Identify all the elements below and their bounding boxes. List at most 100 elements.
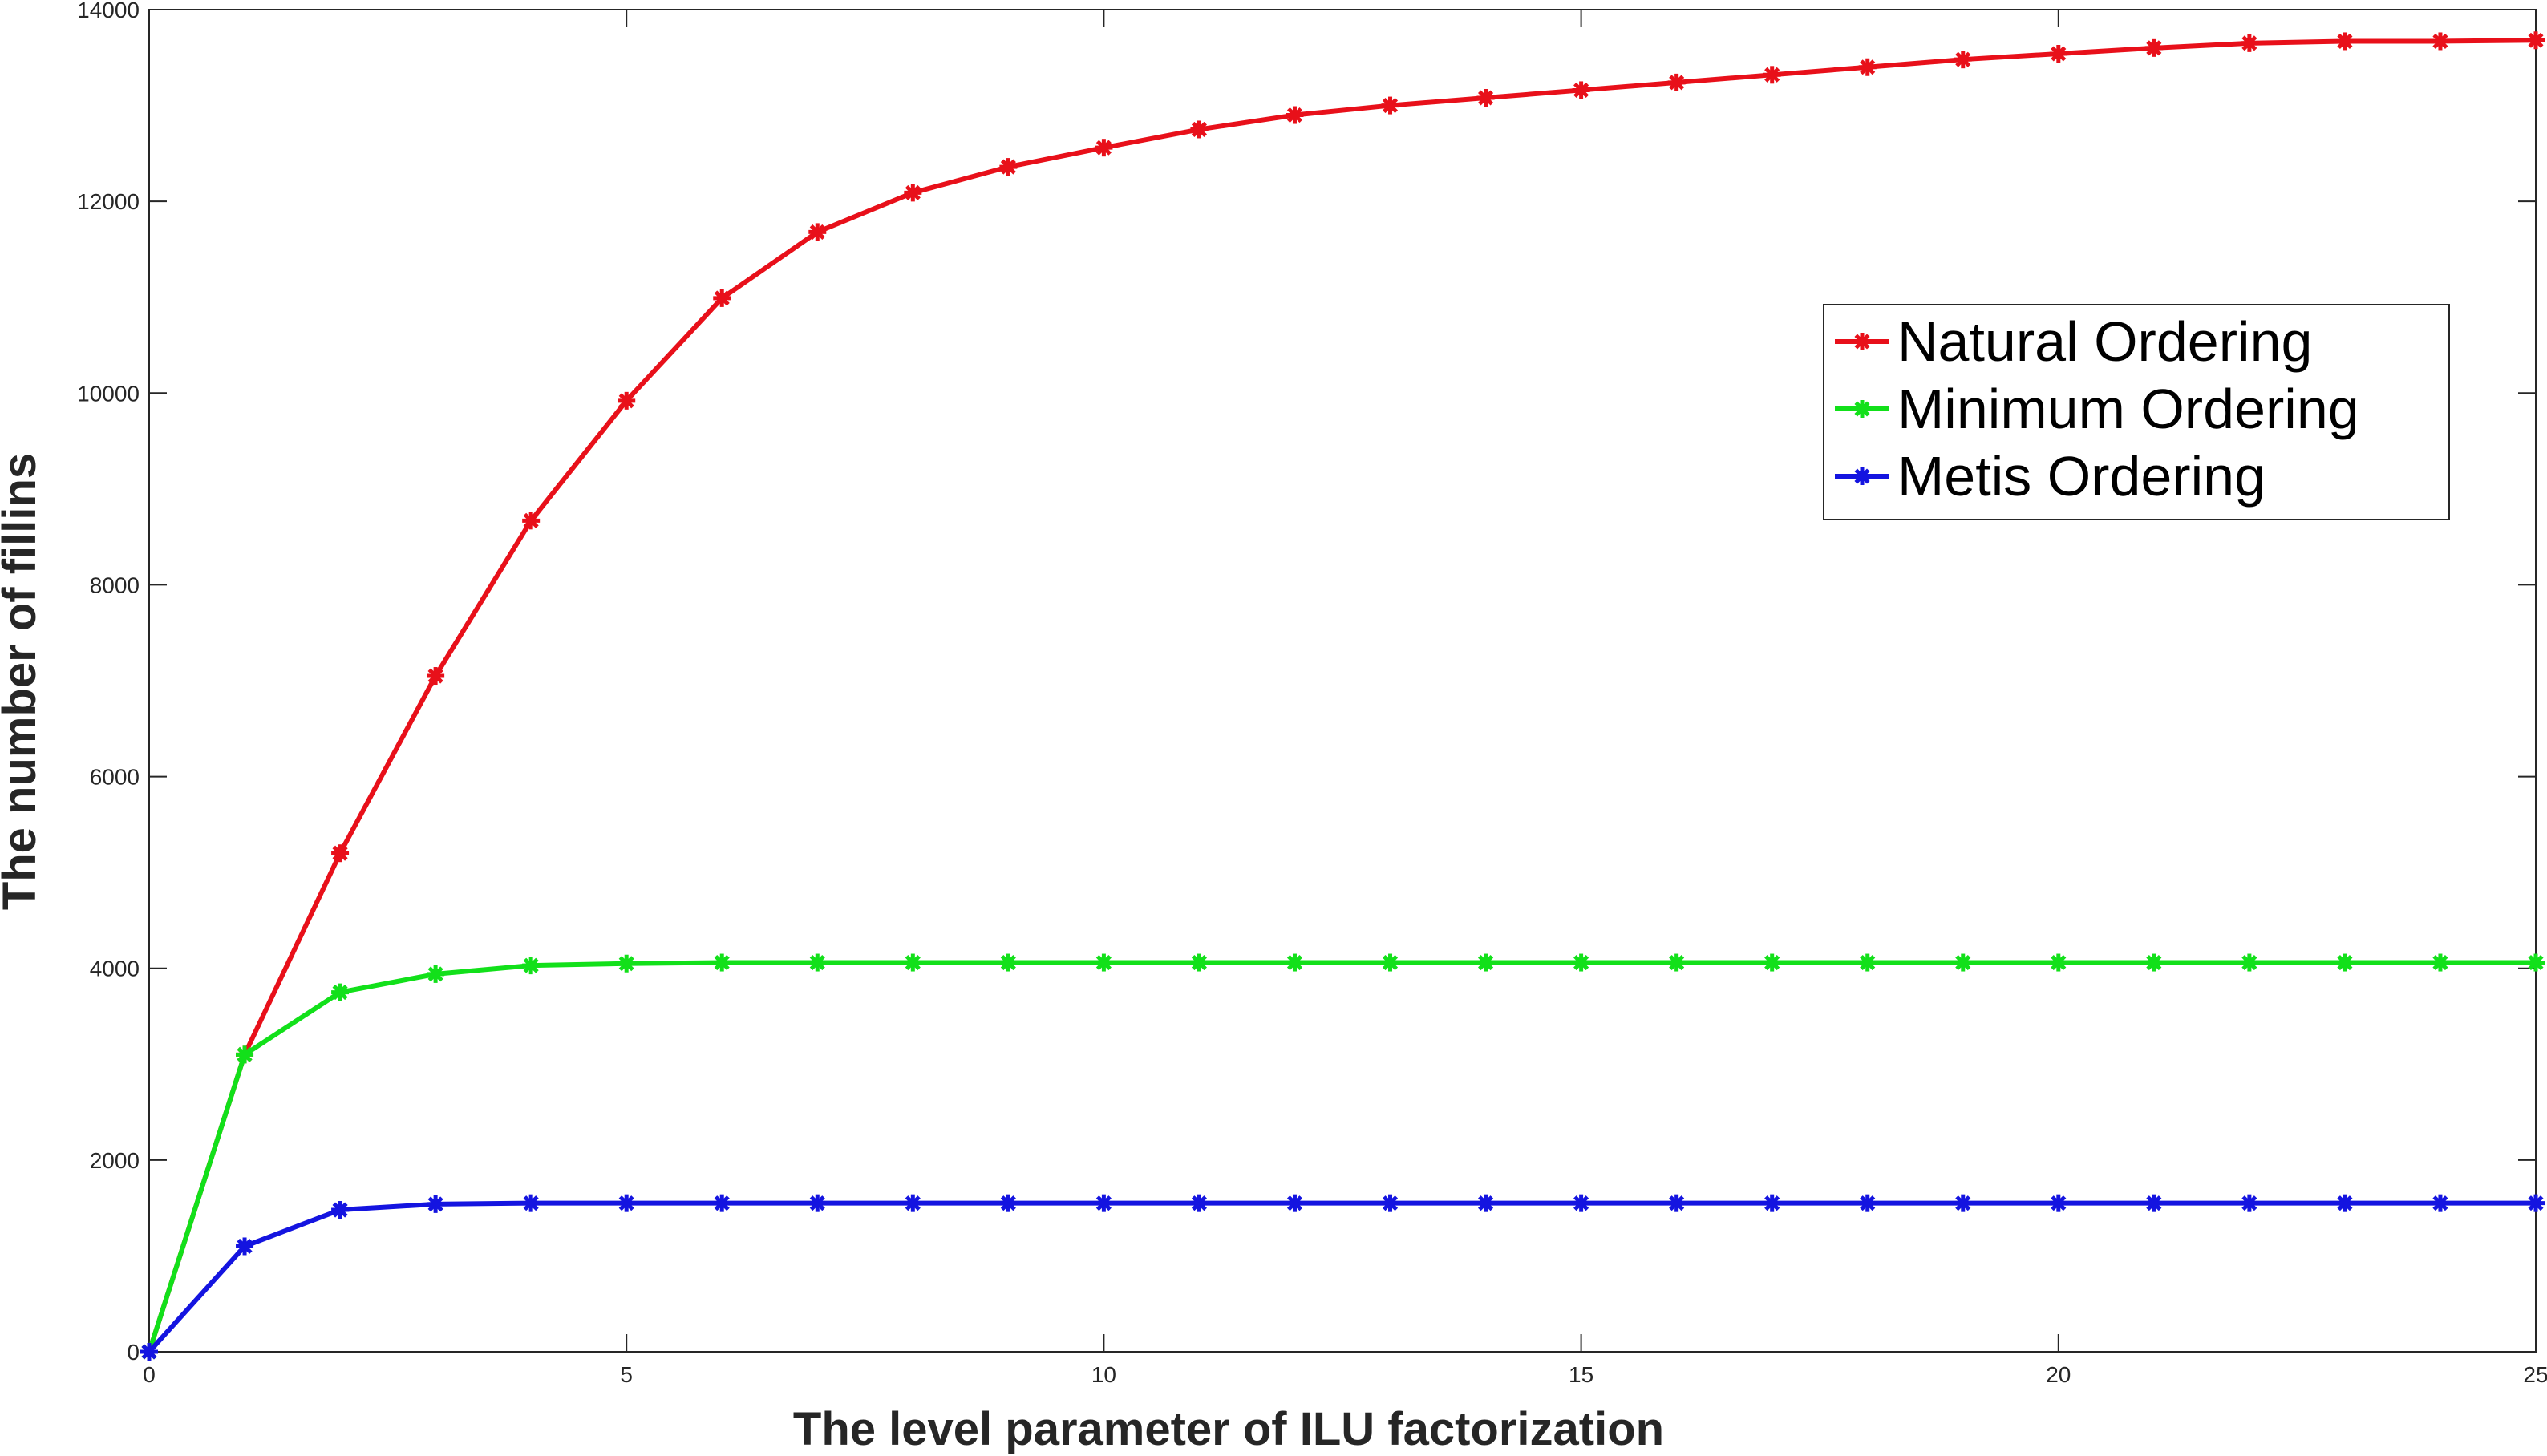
marker-core [1857,471,1867,481]
marker-core [1194,957,1205,968]
marker-core [1099,143,1109,153]
data-point-natural-ordering [1381,96,1399,115]
marker-core [1480,1198,1491,1208]
data-point-metis-ordering [140,1343,158,1361]
plot-area [148,9,2537,1353]
marker-core [526,1198,537,1208]
marker-core [2339,1198,2350,1208]
marker-core [1767,70,1777,80]
marker-core [240,1241,250,1252]
marker-core [2339,36,2350,47]
x-tick-label: 20 [2046,1362,2071,1387]
data-point-natural-ordering [1476,89,1495,107]
marker-core [622,395,632,406]
data-point-natural-ordering [1667,73,1686,91]
data-point-natural-ordering [2144,38,2163,57]
data-point-minimum-ordering [2049,953,2067,972]
marker-core [1194,1198,1205,1208]
marker-core [431,671,441,681]
data-point-metis-ordering [1476,1194,1495,1212]
data-point-minimum-ordering [2335,953,2354,972]
data-point-natural-ordering [904,184,922,202]
marker-core [812,1198,823,1208]
data-point-minimum-ordering [904,953,922,972]
data-point-metis-ordering [1667,1194,1686,1212]
data-point-minimum-ordering [1381,953,1399,972]
data-point-minimum-ordering [2144,953,2163,972]
data-point-minimum-ordering [2431,953,2449,972]
data-point-minimum-ordering [2527,953,2545,972]
marker-core [1290,1198,1300,1208]
y-tick-label: 8000 [90,572,140,597]
series-metis-ordering [140,1194,2545,1361]
marker-core [2148,42,2159,53]
marker-core [431,1199,441,1209]
data-point-metis-ordering [618,1194,636,1212]
marker-core [335,987,346,997]
y-axis-ticks: 0 2000 4000 6000 8000 10000 12000 14000 [77,0,2536,1365]
data-point-natural-ordering [1572,81,1590,99]
data-point-metis-ordering [2335,1194,2354,1212]
marker-core [908,1198,918,1208]
marker-core [526,961,537,971]
data-point-metis-ordering [1190,1194,1209,1212]
marker-core [2531,35,2541,46]
series-line-metis-ordering [147,1200,2536,1354]
marker-core [1862,1198,1873,1208]
marker-core [717,293,727,303]
marker-core [908,188,918,198]
data-point-minimum-ordering [2240,953,2258,972]
data-point-minimum-ordering [999,953,1018,972]
data-point-minimum-ordering [1763,953,1781,972]
data-point-metis-ordering [999,1194,1018,1212]
data-point-metis-ordering [1954,1194,1972,1212]
data-point-metis-ordering [1763,1194,1781,1212]
marker-core [2053,1198,2063,1208]
data-point-minimum-ordering [1286,953,1304,972]
data-point-metis-ordering [2049,1194,2067,1212]
data-point-metis-ordering [808,1194,827,1212]
marker-core [1671,77,1682,87]
marker-core [1290,110,1300,120]
data-point-metis-ordering [2527,1194,2545,1212]
marker-core [1003,162,1014,172]
marker-core [1480,957,1491,968]
y-tick-label: 4000 [90,957,140,981]
marker-core [2339,957,2350,968]
data-point-natural-ordering [999,158,1018,176]
x-tick-label: 0 [143,1362,156,1387]
marker-core [1862,957,1873,968]
marker-core [1576,957,1586,968]
marker-core [812,957,823,968]
y-tick-label: 10000 [77,381,140,406]
data-point-metis-ordering [1381,1194,1399,1212]
y-tick-label: 12000 [77,189,140,214]
marker-core [144,1347,154,1357]
marker-core [335,1205,346,1215]
marker-core [1767,957,1777,968]
marker-core [1099,1198,1109,1208]
data-point-minimum-ordering [1667,953,1686,972]
marker-core [1003,957,1014,968]
legend-label-metis-ordering: Metis Ordering [1897,445,2266,508]
marker-core [2053,49,2063,59]
data-point-minimum-ordering [1858,953,1877,972]
legend-marker-natural-ordering [1853,333,1871,350]
y-tick-label: 0 [127,1340,140,1365]
data-point-metis-ordering [331,1201,350,1219]
data-point-metis-ordering [713,1194,731,1212]
marker-core [2148,1198,2159,1208]
marker-core [1767,1198,1777,1208]
data-point-metis-ordering [427,1195,445,1213]
marker-core [622,958,632,969]
marker-core [1480,93,1491,103]
marker-core [717,1198,727,1208]
data-point-minimum-ordering [236,1045,254,1064]
data-point-minimum-ordering [1572,953,1590,972]
x-tick-label: 15 [1569,1362,1593,1387]
series-layer [140,31,2545,1361]
data-point-natural-ordering [1286,106,1304,124]
data-point-natural-ordering [1190,120,1209,139]
